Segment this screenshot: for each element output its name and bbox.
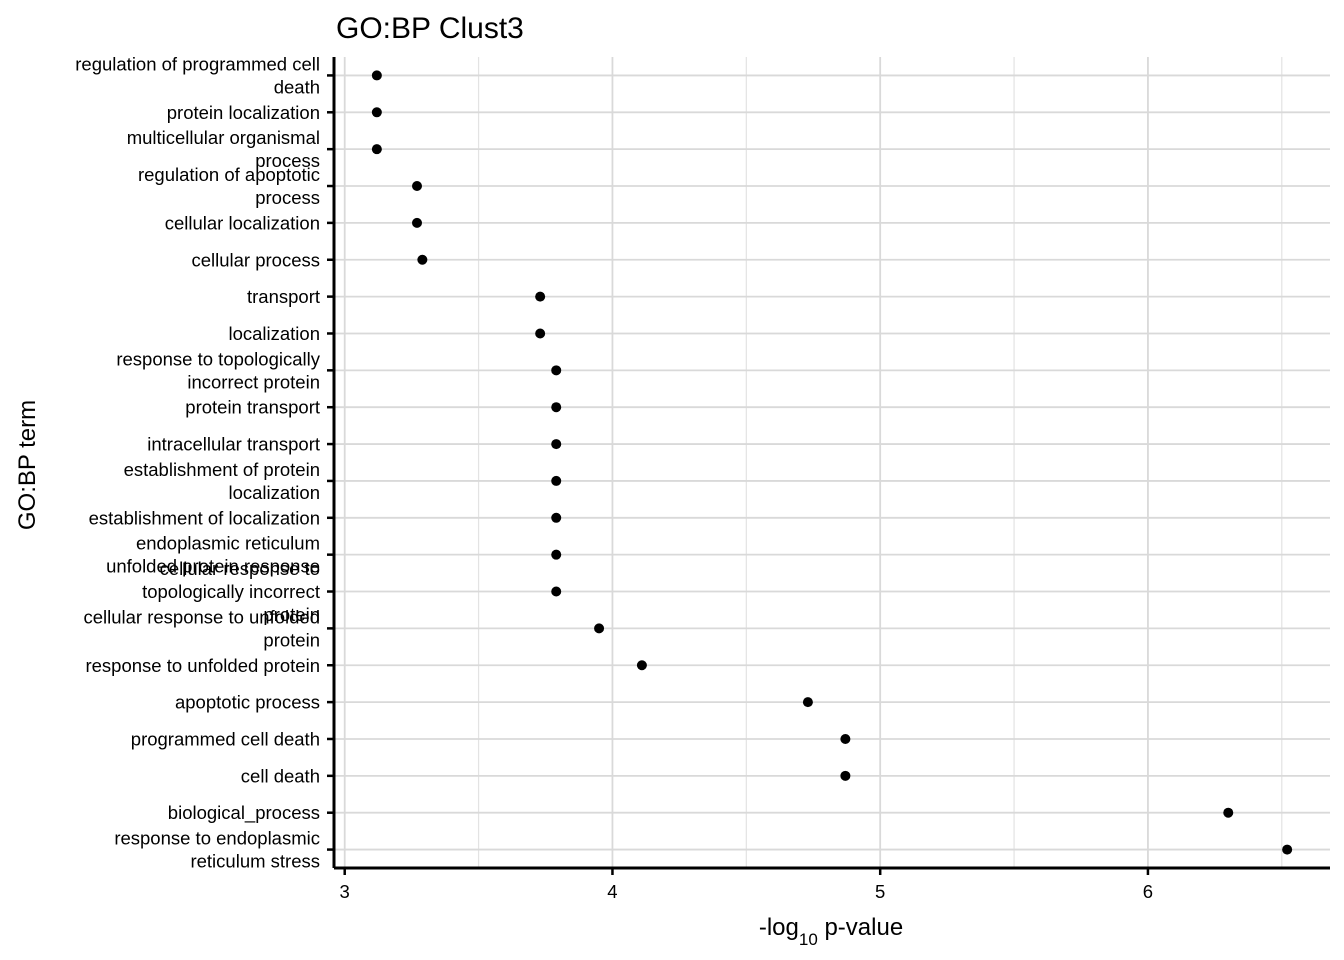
y-tick-label-line: endoplasmic reticulum [136, 533, 320, 554]
y-tick-label-line: regulation of programmed cell [75, 53, 320, 74]
y-tick-label-line: apoptotic process [175, 692, 320, 713]
x-tick-label: 4 [607, 881, 617, 902]
y-tick-label: biological_process [168, 802, 320, 824]
data-point [636, 660, 647, 671]
x-tick-label: 6 [1143, 881, 1153, 902]
y-tick-label-line: regulation of apoptotic [138, 164, 320, 185]
y-tick-label-line: localization [228, 482, 320, 503]
y-tick-label: response to endoplasmic reticulum stress [114, 828, 320, 872]
y-tick-label-line: protein [263, 604, 320, 625]
y-tick-label-line: cellular process [191, 249, 320, 270]
y-tick-label-line: reticulum stress [190, 851, 320, 872]
data-point [551, 549, 562, 560]
y-tick-label: cellular process [191, 249, 320, 270]
y-tick-label-line: biological_process [168, 802, 320, 824]
y-tick-label-line: localization [228, 323, 320, 344]
y-tick-label-line: response to topologically [116, 348, 320, 369]
x-axis-title-prefix: -log [759, 914, 799, 941]
data-point [840, 733, 851, 744]
data-point [417, 254, 428, 265]
axes [332, 57, 1330, 870]
data-point [1223, 807, 1234, 818]
y-tick-label-line: unfolded protein response [106, 556, 320, 577]
y-tick-label: protein localization [167, 102, 320, 123]
y-tick-label-line: establishment of protein [124, 459, 320, 480]
y-tick-label-line: incorrect protein [187, 371, 320, 392]
y-tick-label: transport [247, 286, 320, 307]
y-tick-label-line: intracellular transport [147, 434, 320, 455]
y-tick-label-line: process [255, 150, 320, 171]
y-axis-title: GO:BP term [14, 400, 41, 530]
y-tick-label-line: response to endoplasmic [114, 828, 320, 849]
y-tick-label-line: cellular response to unfolded [83, 606, 320, 627]
y-tick-label-line: establishment of localization [89, 507, 320, 528]
y-tick-label: intracellular transport [147, 434, 320, 455]
y-tick-label: localization [228, 323, 320, 344]
data-point [371, 107, 382, 118]
y-tick-label: multicellular organismal process [127, 127, 320, 171]
y-tick-label-line: cellular response to [160, 558, 320, 579]
data-points [371, 70, 1293, 855]
data-point [551, 365, 562, 376]
y-tick-label: programmed cell death [131, 728, 320, 749]
x-tick-label: 5 [875, 881, 885, 902]
y-tick-label-line: multicellular organismal [127, 127, 320, 148]
x-axis-title: -log10 p-value [759, 914, 903, 949]
y-tick-label: response to topologically incorrect prote… [116, 348, 320, 392]
y-tick-label-line: transport [247, 286, 320, 307]
x-axis-ticks: 3 4 5 6 [340, 868, 1153, 902]
y-tick-label-line: protein [263, 629, 320, 650]
y-axis-ticks: regulation of programmed cell death protei… [75, 53, 334, 872]
y-tick-label: protein transport [185, 397, 320, 418]
data-point [840, 770, 851, 781]
y-tick-label-line: protein localization [167, 102, 320, 123]
y-tick-label: endoplasmic reticulum unfolded protein re… [106, 533, 320, 577]
y-tick-label-line: programmed cell death [131, 728, 320, 749]
data-point [412, 181, 422, 192]
x-axis-title-suffix: p-value [818, 914, 903, 941]
y-tick-label: cellular response to topologically incorr… [142, 558, 320, 625]
data-point [802, 697, 813, 708]
y-tick-label: response to unfolded protein [85, 655, 320, 676]
y-tick-label: cell death [241, 765, 320, 786]
y-tick-label: cellular response to unfolded protein [83, 606, 320, 650]
y-tick-label-line: cellular localization [165, 212, 320, 233]
y-tick-label-line: protein transport [185, 397, 320, 418]
data-point [551, 475, 562, 486]
data-point [371, 70, 382, 81]
y-tick-label: apoptotic process [175, 692, 320, 713]
y-tick-label-line: response to unfolded protein [85, 655, 320, 676]
y-tick-label: regulation of programmed cell death [75, 53, 320, 97]
data-point [535, 328, 546, 339]
data-point [1282, 844, 1293, 855]
chart-title: GO:BP Clust3 [336, 12, 524, 45]
y-tick-label: establishment of protein localization [124, 459, 320, 503]
y-tick-label: establishment of localization [89, 507, 320, 528]
y-tick-label-line: death [274, 76, 320, 97]
data-point [594, 623, 605, 634]
data-point [551, 586, 562, 597]
y-tick-label-line: topologically incorrect [142, 581, 320, 602]
data-point [535, 291, 546, 302]
y-tick-label: regulation of apoptotic process [138, 164, 320, 208]
data-point [551, 512, 562, 523]
y-tick-label-line: cell death [241, 765, 320, 786]
data-point [371, 144, 382, 155]
y-tick-label-line: process [255, 187, 320, 208]
x-tick-label: 3 [340, 881, 350, 902]
data-point [551, 402, 562, 413]
x-axis-title-subscript: 10 [799, 930, 818, 949]
data-point [551, 439, 562, 450]
y-tick-label: cellular localization [165, 212, 320, 233]
data-point [412, 217, 422, 228]
grid [334, 57, 1330, 868]
